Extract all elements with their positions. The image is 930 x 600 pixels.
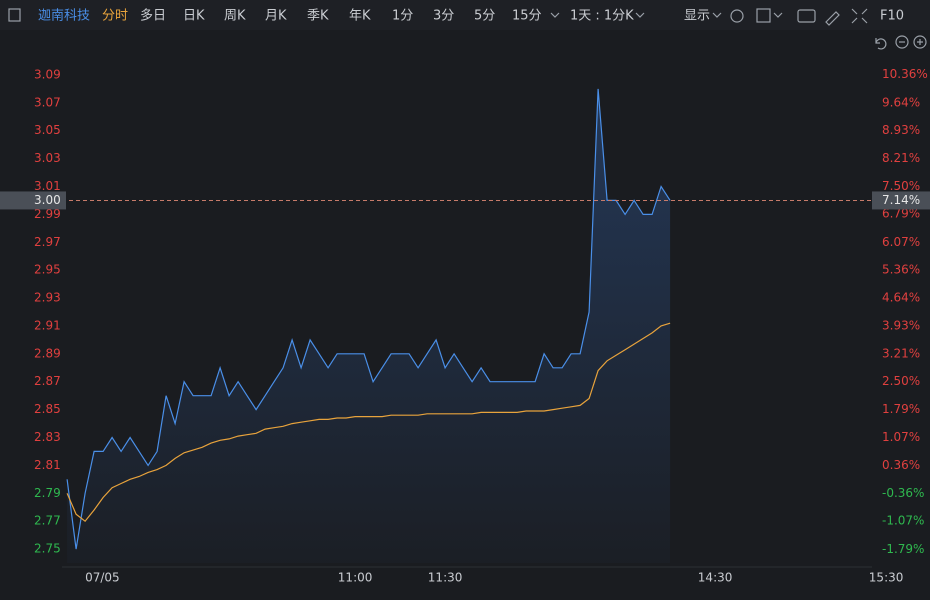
y-tick-label: 2.93 — [34, 291, 61, 305]
tab[interactable]: 周K — [224, 9, 246, 24]
y-tick-label: 2.89 — [34, 346, 61, 360]
y-tick-label: 3.01 — [34, 179, 61, 193]
dropdown-arrow — [550, 12, 560, 18]
x-tick-label: 11:30 — [428, 571, 463, 585]
y2-tick-label: 6.07% — [882, 235, 920, 249]
pen-icon[interactable] — [825, 11, 840, 26]
y2-tick-label: 3.93% — [882, 318, 920, 332]
tabs: 多日 日K 周K 月K 季K 年K 1分 3分 5分 15分 — [140, 8, 542, 24]
price-area — [67, 88, 671, 564]
tab[interactable]: 15分 — [512, 9, 542, 24]
dropdown-arrow — [712, 12, 722, 18]
y-tick-label: 3.05 — [34, 123, 61, 137]
checkbox-icon[interactable] — [756, 8, 771, 23]
price-line — [66, 88, 671, 550]
tab[interactable]: 3分 — [433, 9, 454, 24]
tab[interactable]: 多日 — [140, 8, 166, 24]
y-tick-label: 2.99 — [34, 207, 61, 221]
y2-tick-label: 5.36% — [882, 263, 920, 277]
average-line — [66, 322, 671, 523]
y2-tick-label: 3.21% — [882, 346, 920, 360]
y2-tick-label: -1.07% — [882, 514, 924, 528]
y-tick-label: 3.09 — [34, 67, 61, 81]
last-change-label: 7.14% — [882, 193, 920, 207]
stock-name[interactable]: 迦南科技 — [38, 8, 90, 24]
period-select[interactable]: 1天 : 1分K — [570, 9, 634, 24]
x-tick-label: 11:00 — [338, 571, 373, 585]
camera-icon[interactable] — [797, 9, 816, 23]
tab[interactable]: 1分 — [392, 9, 413, 24]
y2-tick-label: 8.21% — [882, 151, 920, 165]
x-tick-label: 15:30 — [869, 571, 904, 585]
y2-tick-label: 7.50% — [882, 179, 920, 193]
y-tick-label: 2.95 — [34, 263, 61, 277]
y2-tick-label: 1.07% — [882, 430, 920, 444]
y2-tick-label: -1.79% — [882, 542, 924, 556]
x-tick-label: 14:30 — [698, 571, 733, 585]
y-tick-label: 2.81 — [34, 458, 61, 472]
dropdown-arrow — [773, 12, 783, 18]
y2-tick-label: 6.79% — [882, 207, 920, 221]
y2-tick-label: 2.50% — [882, 374, 920, 388]
last-price-box — [0, 191, 66, 210]
y-tick-label: 3.03 — [34, 151, 61, 165]
dropdown-arrow — [635, 12, 645, 18]
sidebar-icon[interactable] — [8, 8, 21, 22]
y-tick-label: 2.83 — [34, 430, 61, 444]
tab[interactable]: 年K — [349, 9, 371, 24]
y2-tick-label: -0.36% — [882, 486, 924, 500]
active-tab[interactable]: 分时 — [102, 9, 128, 24]
y-tick-label: 2.87 — [34, 374, 61, 388]
fullscreen-icon[interactable] — [851, 8, 868, 24]
y-tick-label: 2.79 — [34, 486, 61, 500]
y2-tick-label: 10.36% — [882, 67, 928, 81]
toolbar — [0, 0, 930, 30]
last-change-box — [872, 191, 930, 210]
f10-button[interactable]: F10 — [880, 9, 904, 24]
tab[interactable]: 月K — [265, 9, 287, 24]
tab[interactable]: 季K — [307, 9, 329, 24]
settings-icon[interactable] — [730, 9, 744, 23]
zoom-in-icon[interactable] — [913, 35, 927, 49]
y2-tick-label: 4.64% — [882, 291, 920, 305]
y2-tick-label: 9.64% — [882, 95, 920, 109]
y-tick-label: 2.75 — [34, 542, 61, 556]
zoom-in-icon — [917, 39, 923, 45]
x-tick-label: 07/05 — [85, 571, 120, 585]
last-price-label: 3.00 — [34, 193, 61, 207]
y-tick-label: 2.77 — [34, 514, 61, 528]
undo-icon[interactable] — [875, 38, 887, 50]
y-tick-label: 2.91 — [34, 318, 61, 332]
y2-tick-label: 1.79% — [882, 402, 920, 416]
y-tick-label: 2.85 — [34, 402, 61, 416]
y-tick-label: 3.07 — [34, 95, 61, 109]
y-tick-label: 2.97 — [34, 235, 61, 249]
y2-tick-label: 8.93% — [882, 123, 920, 137]
zoom-out-icon[interactable] — [895, 35, 909, 49]
tab[interactable]: 5分 — [474, 9, 495, 24]
display-menu[interactable]: 显示 — [684, 9, 710, 24]
y2-tick-label: 0.36% — [882, 458, 920, 472]
tab[interactable]: 日K — [183, 9, 205, 24]
